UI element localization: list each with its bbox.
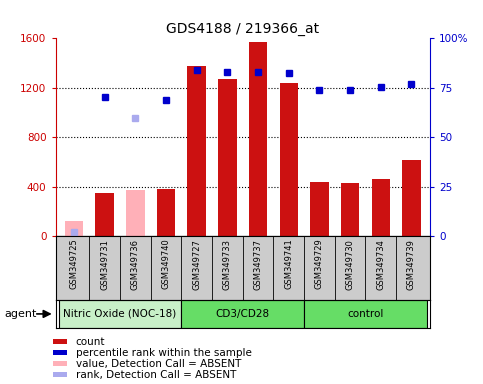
Bar (53, 339, 67, 344)
Text: GSM349727: GSM349727 (192, 239, 201, 290)
Text: Nitric Oxide (NOC-18): Nitric Oxide (NOC-18) (63, 309, 177, 319)
Bar (53, 361, 67, 366)
Text: GSM349729: GSM349729 (315, 239, 324, 290)
Bar (65, 221, 83, 236)
Bar (58, 300, 181, 328)
Text: count: count (76, 336, 105, 346)
Text: GSM349739: GSM349739 (407, 239, 416, 290)
Text: GSM349737: GSM349737 (254, 239, 263, 290)
Text: GSM349733: GSM349733 (223, 239, 232, 290)
Bar (371, 179, 390, 236)
Text: control: control (347, 309, 384, 319)
Text: GSM349734: GSM349734 (376, 239, 385, 290)
Bar (181, 300, 304, 328)
Bar (249, 42, 267, 236)
Text: GSM349730: GSM349730 (346, 239, 355, 290)
Text: rank, Detection Call = ABSENT: rank, Detection Call = ABSENT (76, 370, 236, 380)
Text: GSM349741: GSM349741 (284, 239, 293, 290)
Bar (218, 79, 237, 236)
Text: CD3/CD28: CD3/CD28 (215, 309, 270, 319)
Bar (402, 159, 421, 236)
Title: GDS4188 / 219366_at: GDS4188 / 219366_at (166, 22, 319, 36)
Bar (157, 189, 175, 236)
Text: GSM349731: GSM349731 (100, 239, 109, 290)
Bar (304, 300, 427, 328)
Text: percentile rank within the sample: percentile rank within the sample (76, 348, 252, 358)
Bar (187, 66, 206, 236)
Bar (96, 193, 114, 236)
Text: value, Detection Call = ABSENT: value, Detection Call = ABSENT (76, 359, 241, 369)
Text: GSM349736: GSM349736 (131, 239, 140, 290)
Bar (53, 350, 67, 355)
Bar (126, 190, 144, 236)
Text: GSM349740: GSM349740 (161, 239, 170, 290)
Bar (280, 83, 298, 236)
Text: GSM349725: GSM349725 (70, 239, 78, 290)
Text: agent: agent (5, 309, 37, 319)
Bar (53, 372, 67, 377)
Bar (310, 182, 328, 236)
Bar (341, 183, 359, 236)
